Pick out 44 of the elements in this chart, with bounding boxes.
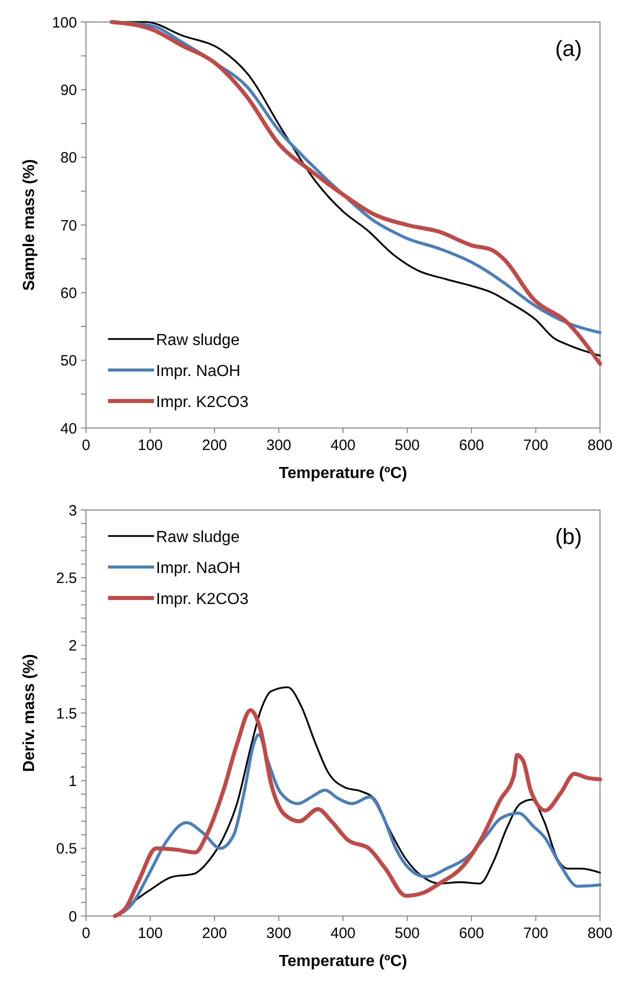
y-tick-label: 80 <box>60 150 77 167</box>
annotation: (a) <box>555 36 582 61</box>
x-tick-label: 300 <box>266 925 292 942</box>
x-tick-label: 600 <box>458 925 484 942</box>
y-tick-label: 3 <box>68 502 77 520</box>
x-tick-label: 0 <box>82 437 90 454</box>
x-tick-label: 200 <box>202 925 228 942</box>
y-tick-label: 0.5 <box>56 840 77 858</box>
x-tick-label: 400 <box>330 437 356 454</box>
x-tick-label: 400 <box>330 925 356 942</box>
x-tick-label: 0 <box>82 925 90 942</box>
y-tick-label: 40 <box>60 420 77 438</box>
legend-label: Raw sludge <box>156 332 240 349</box>
x-tick-label: 100 <box>138 437 163 454</box>
x-axis-title: Temperature (ºC) <box>278 465 408 482</box>
y-tick-label: 50 <box>60 352 77 370</box>
x-tick-label: 800 <box>587 437 613 454</box>
y-tick-label: 2.5 <box>56 570 77 587</box>
legend-label: Raw sludge <box>156 529 240 546</box>
y-axis-title: Sample mass (%) <box>21 159 38 291</box>
y-tick-label: 2 <box>68 638 77 655</box>
legend-label: Impr. NaOH <box>156 363 240 380</box>
y-tick-label: 1.5 <box>56 705 77 722</box>
y-tick-label: 1 <box>68 772 77 790</box>
x-tick-label: 300 <box>266 437 292 454</box>
x-tick-label: 700 <box>523 925 548 942</box>
x-tick-label: 200 <box>202 437 228 454</box>
legend-label: Impr. K2CO3 <box>156 591 249 608</box>
y-tick-label: 0 <box>68 908 77 926</box>
y-axis-title: Deriv. mass (%) <box>21 654 38 772</box>
x-tick-label: 500 <box>394 925 420 942</box>
x-axis-title: Temperature (ºC) <box>278 953 408 970</box>
x-tick-label: 500 <box>394 437 420 454</box>
annotation: (b) <box>555 524 582 549</box>
y-tick-label: 60 <box>60 284 77 302</box>
x-tick-label: 100 <box>138 925 163 942</box>
legend-label: Impr. K2CO3 <box>156 394 249 411</box>
legend-label: Impr. NaOH <box>156 560 240 577</box>
x-tick-label: 800 <box>587 925 613 942</box>
y-tick-label: 70 <box>60 217 77 234</box>
y-tick-label: 100 <box>52 14 77 32</box>
y-tick-label: 90 <box>60 82 77 99</box>
x-tick-label: 600 <box>458 437 484 454</box>
x-tick-label: 700 <box>523 437 548 454</box>
